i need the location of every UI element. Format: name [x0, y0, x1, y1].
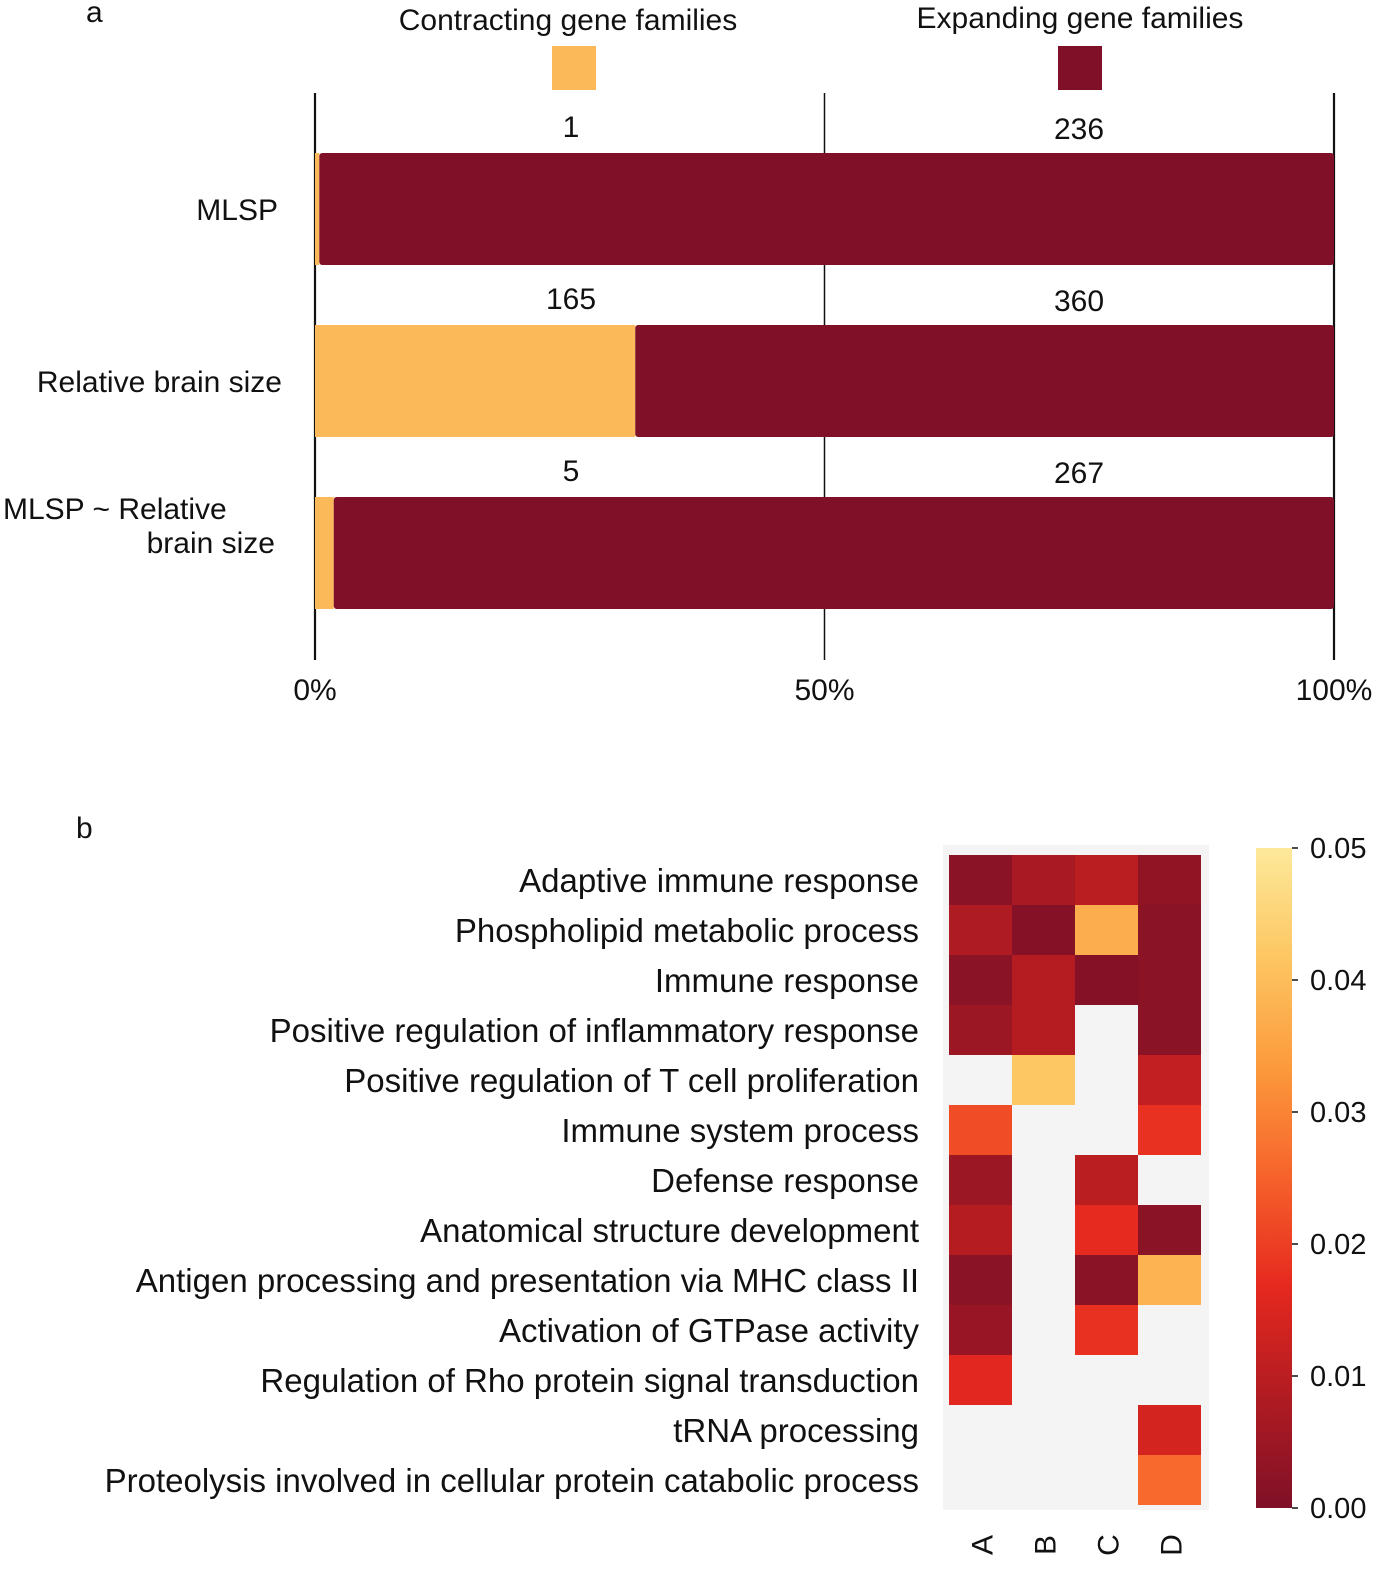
heatmap-cell: [1138, 855, 1201, 905]
heatmap-cell: [949, 1105, 1012, 1155]
legend: Contracting gene families Expanding gene…: [399, 2, 1244, 90]
bar-contracting: [315, 325, 636, 437]
legend-label-expanding: Expanding gene families: [917, 2, 1244, 35]
colorbar-tick-label: 0.00: [1310, 1493, 1366, 1525]
stacked-bars: [315, 153, 1335, 609]
bar-expanding: [319, 153, 1335, 265]
data-label-expanding: 360: [1054, 285, 1104, 318]
heatmap-cell: [1138, 905, 1201, 955]
data-label-contracting: 1: [563, 111, 580, 144]
colorbar: [1256, 848, 1292, 1508]
colorbar-tick-labels: 0.00 0.01 0.02 0.03 0.04 0.05: [1292, 833, 1366, 1525]
category-label: Relative brain size: [37, 366, 282, 399]
x-tick-label: 100%: [1296, 674, 1373, 707]
heatmap-cell: [1012, 855, 1075, 905]
heatmap-cell: [949, 1305, 1012, 1355]
heatmap-cell: [949, 1205, 1012, 1255]
heatmap-cell: [949, 955, 1012, 1005]
category-labels: MLSP Relative brain size MLSP ~ Relativebr…: [3, 194, 282, 560]
heatmap-cell: [1075, 1155, 1138, 1205]
heatmap-cell: [1075, 1255, 1138, 1305]
heatmap-cell: [1012, 1055, 1075, 1105]
heatmap-cell: [1138, 1005, 1201, 1055]
row-label: Regulation of Rho protein signal transdu…: [260, 1362, 919, 1399]
row-label: Phospholipid metabolic process: [455, 912, 919, 949]
row-label: Activation of GTPase activity: [499, 1312, 919, 1349]
count-labels: 1 236 165 360 5 267: [546, 111, 1104, 490]
data-label-expanding: 267: [1054, 457, 1104, 490]
heatmap-cell: [1075, 1205, 1138, 1255]
panel-a-label: a: [86, 0, 103, 29]
heatmap-cell: [1075, 955, 1138, 1005]
row-label: Anatomical structure development: [420, 1212, 919, 1249]
heatmap-cell: [1012, 905, 1075, 955]
heatmap-cell: [949, 1255, 1012, 1305]
row-label: Antigen processing and presentation via …: [136, 1262, 919, 1299]
heatmap-cell: [1075, 905, 1138, 955]
column-labels: A B C D: [967, 1534, 1189, 1556]
row-label: Positive regulation of T cell proliferat…: [344, 1062, 919, 1099]
x-tick-labels: 0% 50% 100%: [293, 674, 1372, 707]
x-tick-label: 50%: [794, 674, 854, 707]
heatmap-cell: [1138, 1405, 1201, 1455]
data-label-contracting: 165: [546, 283, 596, 316]
row-label: Proteolysis involved in cellular protein…: [105, 1462, 919, 1499]
data-label-expanding: 236: [1054, 113, 1104, 146]
bar-expanding: [635, 325, 1334, 437]
row-labels: Adaptive immune response Phospholipid met…: [105, 862, 920, 1499]
heatmap-cell: [949, 905, 1012, 955]
colorbar-tick-label: 0.01: [1310, 1361, 1366, 1393]
panel-b-heatmap: b Adaptive immune response Phospholipid m…: [76, 812, 1366, 1556]
category-label: MLSP: [196, 194, 278, 227]
legend-swatch-expanding: [1058, 46, 1102, 90]
heatmap-cell: [949, 1355, 1012, 1405]
panel-b-label: b: [76, 812, 93, 845]
column-label: D: [1156, 1534, 1189, 1556]
heatmap-cell: [1138, 1105, 1201, 1155]
heatmap-cell: [1138, 1055, 1201, 1105]
heatmap-cell: [1138, 1255, 1201, 1305]
heatmap-cell: [949, 1155, 1012, 1205]
colorbar-tick-label: 0.02: [1310, 1229, 1366, 1261]
column-label: A: [967, 1535, 1000, 1555]
panel-a-bar-chart: a Contracting gene families Expanding ge…: [3, 0, 1372, 707]
category-label: brain size: [147, 527, 275, 560]
colorbar-tick-label: 0.03: [1310, 1097, 1366, 1129]
row-label: Positive regulation of inflammatory resp…: [270, 1012, 919, 1049]
row-label: Immune response: [655, 962, 919, 999]
heatmap-cell: [1138, 1205, 1201, 1255]
bar-contracting: [315, 497, 334, 609]
data-label-contracting: 5: [563, 455, 580, 488]
heatmap-cell: [1138, 955, 1201, 1005]
legend-swatch-contracting: [552, 46, 596, 90]
heatmap-cell: [1138, 1455, 1201, 1505]
colorbar-tick-label: 0.05: [1310, 833, 1366, 865]
heatmap-cell: [949, 855, 1012, 905]
x-tick-label: 0%: [293, 674, 336, 707]
colorbar-tick-label: 0.04: [1310, 965, 1366, 997]
row-label: Immune system process: [561, 1112, 919, 1149]
heatmap-cell: [1075, 855, 1138, 905]
heatmap-cell: [1075, 1305, 1138, 1355]
bar-expanding: [333, 497, 1334, 609]
heatmap-cell: [1012, 1005, 1075, 1055]
column-label: C: [1093, 1534, 1126, 1556]
legend-label-contracting: Contracting gene families: [399, 4, 738, 37]
category-label: MLSP ~ Relative: [3, 493, 227, 526]
heatmap-cell: [1012, 955, 1075, 1005]
column-label: B: [1030, 1535, 1063, 1555]
row-label: Defense response: [651, 1162, 919, 1199]
row-label: tRNA processing: [673, 1412, 919, 1449]
heatmap-cells: [949, 855, 1201, 1505]
bar-contracting: [315, 153, 320, 265]
heatmap-cell: [949, 1005, 1012, 1055]
row-label: Adaptive immune response: [519, 862, 919, 899]
